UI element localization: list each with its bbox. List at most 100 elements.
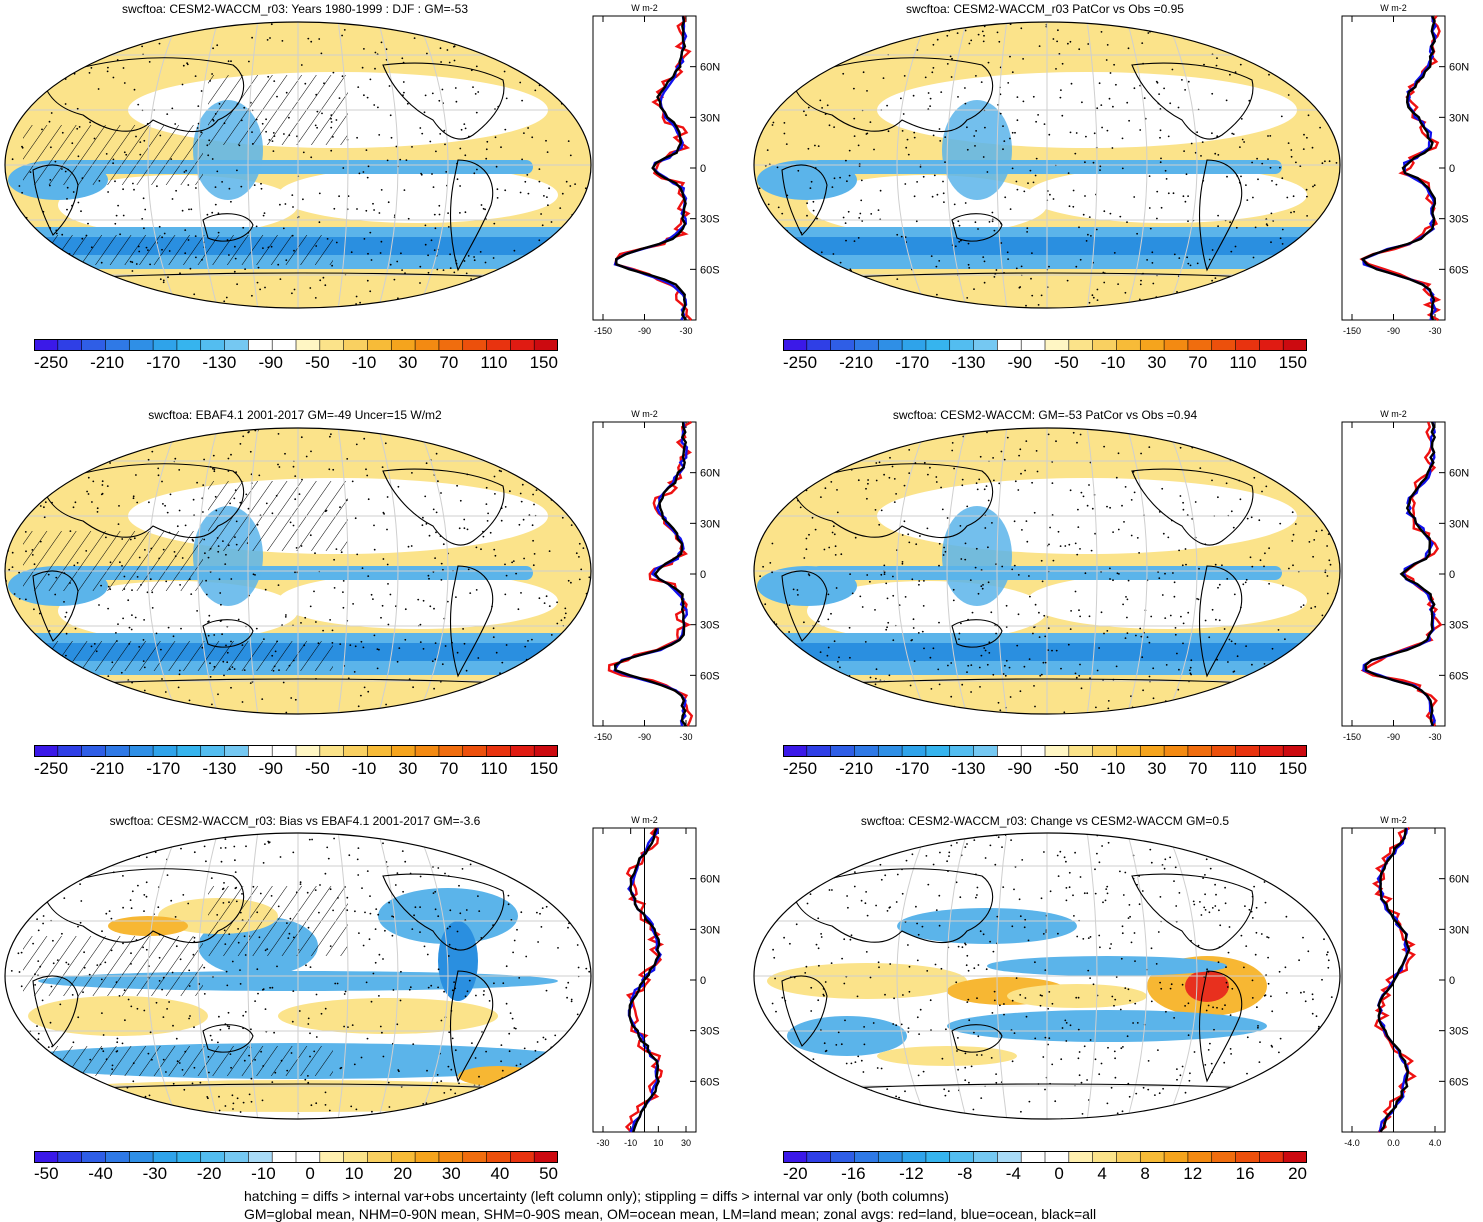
stipple-dot (356, 553, 359, 556)
stipple-dot (135, 263, 138, 265)
stipple-dot (761, 58, 764, 61)
stipple-dot (309, 1055, 311, 1058)
stipple-dot (992, 457, 994, 459)
stipple-dot (114, 222, 117, 225)
stipple-dot (1187, 611, 1190, 614)
stipple-dot (1031, 252, 1033, 255)
stipple-dot (1245, 945, 1248, 947)
stipple-dot (116, 1037, 119, 1040)
stipple-dot (542, 1036, 545, 1039)
stipple-dot (193, 708, 196, 710)
stipple-dot (81, 280, 84, 283)
stipple-dot (453, 981, 455, 983)
stipple-dot (157, 467, 160, 470)
stipple-dot (3, 173, 4, 175)
zonal-units: W m-2 (1380, 409, 1407, 419)
stipple-dot (1312, 555, 1314, 558)
stipple-dot (1151, 251, 1154, 254)
stipple-dot (1217, 214, 1219, 217)
hatching-region (33, 641, 333, 671)
stipple-dot (571, 868, 573, 871)
stipple-dot (424, 495, 427, 498)
stipple-dot (1225, 981, 1228, 984)
cbar-label: 30 (398, 759, 418, 778)
stipple-dot (133, 188, 135, 191)
stipple-dot (472, 86, 474, 88)
colorbar-swatch (1092, 745, 1117, 757)
stipple-dot (421, 132, 424, 135)
stipple-dot (1014, 480, 1017, 483)
stipple-dot (348, 854, 351, 857)
stipple-dot (1173, 880, 1175, 882)
stipple-dot (1267, 158, 1269, 161)
stipple-dot (369, 78, 372, 81)
cbar-label: -210 (90, 759, 125, 778)
stipple-dot (1088, 301, 1091, 304)
stipple-dot (234, 245, 236, 248)
stipple-dot (1299, 165, 1302, 168)
stipple-dot (444, 872, 446, 875)
stipple-dot (797, 169, 800, 172)
stipple-dot (5, 612, 8, 614)
stipple-dot (485, 503, 488, 505)
stipple-dot (283, 133, 285, 135)
stipple-dot (555, 443, 558, 445)
stipple-dot (1157, 931, 1160, 933)
stipple-dot (1005, 659, 1008, 662)
stipple-dot (1257, 178, 1259, 181)
stipple-dot (1091, 507, 1094, 510)
stipple-dot (533, 503, 535, 506)
cbar-label: -30 (142, 1164, 168, 1183)
stipple-dot (493, 222, 496, 225)
stipple-dot (487, 512, 489, 515)
stipple-dot (1239, 146, 1241, 148)
stipple-dot (1209, 1042, 1211, 1045)
stipple-dot (887, 130, 890, 133)
stipple-dot (1223, 1061, 1226, 1064)
stipple-dot (193, 851, 196, 854)
stipple-dot (1073, 1119, 1075, 1121)
stipple-dot (559, 488, 561, 491)
colorbar-swatch (296, 339, 321, 351)
stipple-dot (1062, 715, 1064, 716)
stipple-dot (161, 678, 163, 680)
stipple-dot (936, 38, 939, 41)
stipple-dot (853, 240, 856, 243)
stipple-dot (551, 439, 554, 442)
stipple-dot (103, 437, 106, 440)
stipple-dot (1121, 167, 1124, 170)
stipple-dot (1241, 138, 1244, 141)
stipple-dot (304, 82, 307, 85)
stipple-dot (302, 151, 305, 154)
stipple-dot (1319, 660, 1321, 663)
stipple-dot (247, 431, 250, 434)
stipple-dot (43, 516, 46, 519)
stipple-dot (1051, 482, 1054, 484)
stipple-dot (752, 241, 754, 243)
stipple-dot (574, 183, 576, 186)
stipple-dot (211, 428, 214, 429)
field-anomaly (378, 888, 518, 944)
stipple-dot (1251, 279, 1253, 281)
stipple-dot (794, 466, 797, 468)
stipple-dot (783, 936, 785, 939)
stipple-dot (1128, 904, 1131, 906)
stipple-dot (759, 919, 762, 922)
stipple-dot (905, 146, 908, 149)
stipple-dot (1323, 938, 1325, 941)
stipple-dot (433, 213, 436, 216)
stipple-dot (522, 518, 525, 521)
stipple-dot (1011, 71, 1014, 74)
stipple-dot (567, 981, 570, 984)
stipple-dot (999, 1004, 1001, 1007)
colorbar-swatch (153, 339, 178, 351)
stipple-dot (13, 843, 15, 846)
stipple-dot (173, 1114, 175, 1117)
stipple-dot (1312, 185, 1314, 188)
stipple-dot (1194, 698, 1197, 701)
stipple-dot (1117, 452, 1120, 455)
stipple-dot (1278, 970, 1281, 973)
stipple-dot (541, 224, 544, 227)
stipple-dot (288, 134, 291, 137)
colorbar-swatch (248, 339, 273, 351)
